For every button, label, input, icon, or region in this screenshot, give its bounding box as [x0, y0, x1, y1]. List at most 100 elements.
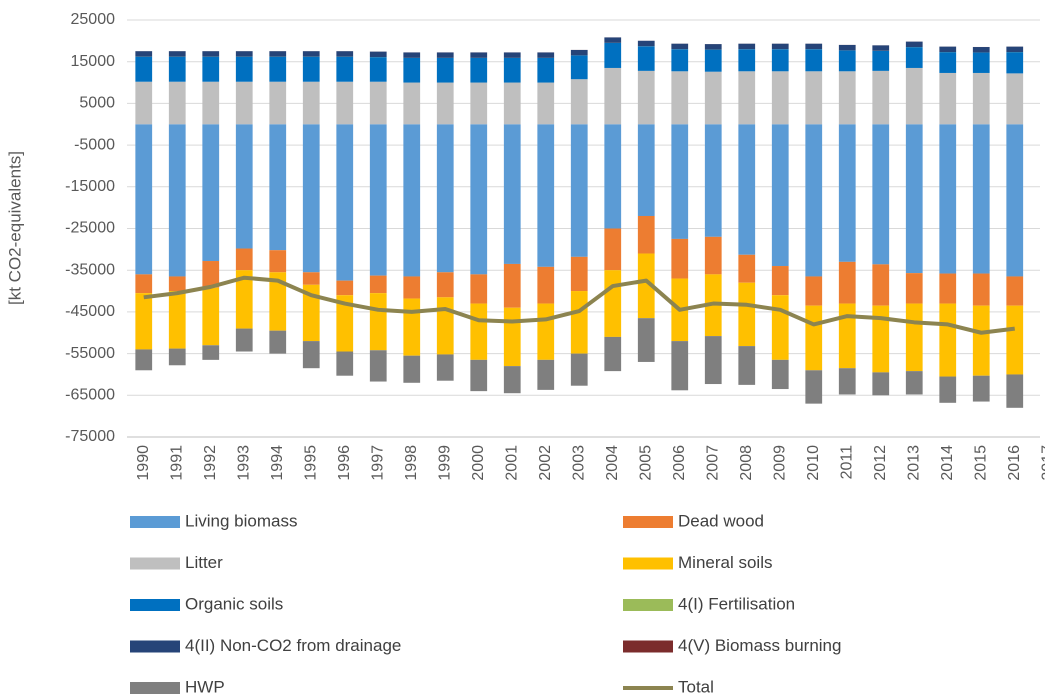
y-tick-label: -15000 [65, 178, 115, 195]
legend-label: Organic soils [185, 594, 283, 613]
bar-segment [403, 298, 421, 356]
bar-segment [838, 368, 856, 395]
bar-segment [403, 52, 421, 58]
bar-segment [838, 50, 856, 72]
bar-segment [1006, 46, 1024, 53]
bar-segment [369, 81, 387, 125]
legend-label: Total [678, 677, 714, 696]
bar-segment [403, 276, 421, 299]
bar-segment [637, 318, 655, 362]
bar-segment [805, 305, 823, 371]
legend-label: HWP [185, 677, 225, 696]
legend-label: 4(II) Non-CO2 from drainage [185, 636, 401, 655]
bar-segment [972, 305, 990, 376]
bar-segment [570, 55, 588, 80]
bar-segment [470, 274, 488, 304]
bar-segment [470, 52, 488, 58]
bar-segment [503, 57, 521, 83]
bar-segment [537, 303, 555, 360]
bar-segment [269, 330, 287, 354]
bar-segment [202, 345, 220, 360]
bar-segment [302, 272, 320, 285]
bar-segment [637, 70, 655, 125]
bar-segment [135, 349, 153, 371]
legend-swatch [130, 599, 180, 611]
legend-swatch [130, 640, 180, 653]
y-axis-label: [kt CO2-equivalents] [5, 151, 24, 305]
bar-segment [336, 124, 354, 281]
x-tick-label: 2016 [1006, 445, 1023, 481]
bar-segment [436, 82, 454, 125]
bar-segment [269, 56, 287, 82]
bar-segment [939, 46, 957, 53]
x-tick-label: 2011 [838, 445, 855, 480]
bar-segment [235, 248, 253, 271]
bar-segment [704, 44, 722, 50]
x-tick-label: 1993 [235, 445, 252, 481]
bar-segment [939, 52, 957, 73]
y-tick-label: -25000 [65, 220, 115, 237]
x-tick-label: 1999 [436, 445, 453, 481]
bar-segment [704, 49, 722, 72]
bar-segment [269, 124, 287, 251]
x-tick-label: 2002 [537, 445, 554, 481]
legend-label: 4(V) Biomass burning [678, 636, 841, 655]
legend-swatch [623, 640, 673, 653]
bar-segment [604, 228, 622, 271]
bar-segment [671, 341, 689, 391]
bar-segment [436, 272, 454, 298]
bar-segment [470, 82, 488, 125]
bar-segment [202, 124, 220, 262]
bar-segment [570, 49, 588, 56]
bar-segment [503, 52, 521, 58]
x-tick-label: 1994 [269, 445, 286, 481]
bar-segment [570, 291, 588, 354]
bar-segment [403, 82, 421, 125]
bar-segment [235, 56, 253, 82]
x-tick-label: 2000 [470, 445, 487, 481]
bar-segment [168, 291, 186, 349]
bar-segment [570, 124, 588, 257]
bar-segment [872, 124, 890, 265]
bar-segment [302, 284, 320, 342]
bar-segment [537, 359, 555, 390]
x-tick-label: 1996 [336, 445, 353, 481]
x-tick-label: 2004 [604, 445, 621, 481]
x-tick-label: 2013 [905, 445, 922, 481]
bar-segment [235, 81, 253, 125]
bar-segment [939, 72, 957, 125]
bar-segment [470, 124, 488, 275]
total-line [143, 275, 1015, 335]
bar-segment [604, 67, 622, 125]
bar-segment [972, 72, 990, 125]
bar-segment [972, 47, 990, 53]
legend-swatch [130, 516, 180, 528]
bar-segment [671, 43, 689, 50]
x-tick-label: 2010 [805, 445, 822, 481]
bar-segment [771, 266, 789, 296]
bar-segment [570, 256, 588, 292]
bar-segment [805, 276, 823, 306]
bar-segment [436, 124, 454, 273]
bar-segment [302, 341, 320, 369]
bar-segment [135, 274, 153, 294]
bar-segment [604, 336, 622, 372]
y-tick-label: 5000 [79, 95, 115, 112]
x-tick-label: 2001 [503, 445, 520, 481]
bar-segment [403, 355, 421, 383]
bar-segment [738, 254, 756, 283]
bar-segment [369, 293, 387, 351]
bar-segment [202, 81, 220, 125]
bar-segment [939, 303, 957, 377]
x-tick-label: 2015 [972, 445, 989, 481]
bar-segment [738, 49, 756, 72]
bar-segment [671, 49, 689, 72]
bar-segment [838, 71, 856, 125]
y-tick-label: -75000 [65, 428, 115, 445]
bar-segment [771, 43, 789, 50]
bar-segment [939, 124, 957, 274]
legend-swatch [623, 599, 673, 611]
x-tick-label: 2006 [671, 445, 688, 481]
bar-segment [838, 261, 856, 304]
x-tick-label: 1998 [403, 445, 420, 481]
